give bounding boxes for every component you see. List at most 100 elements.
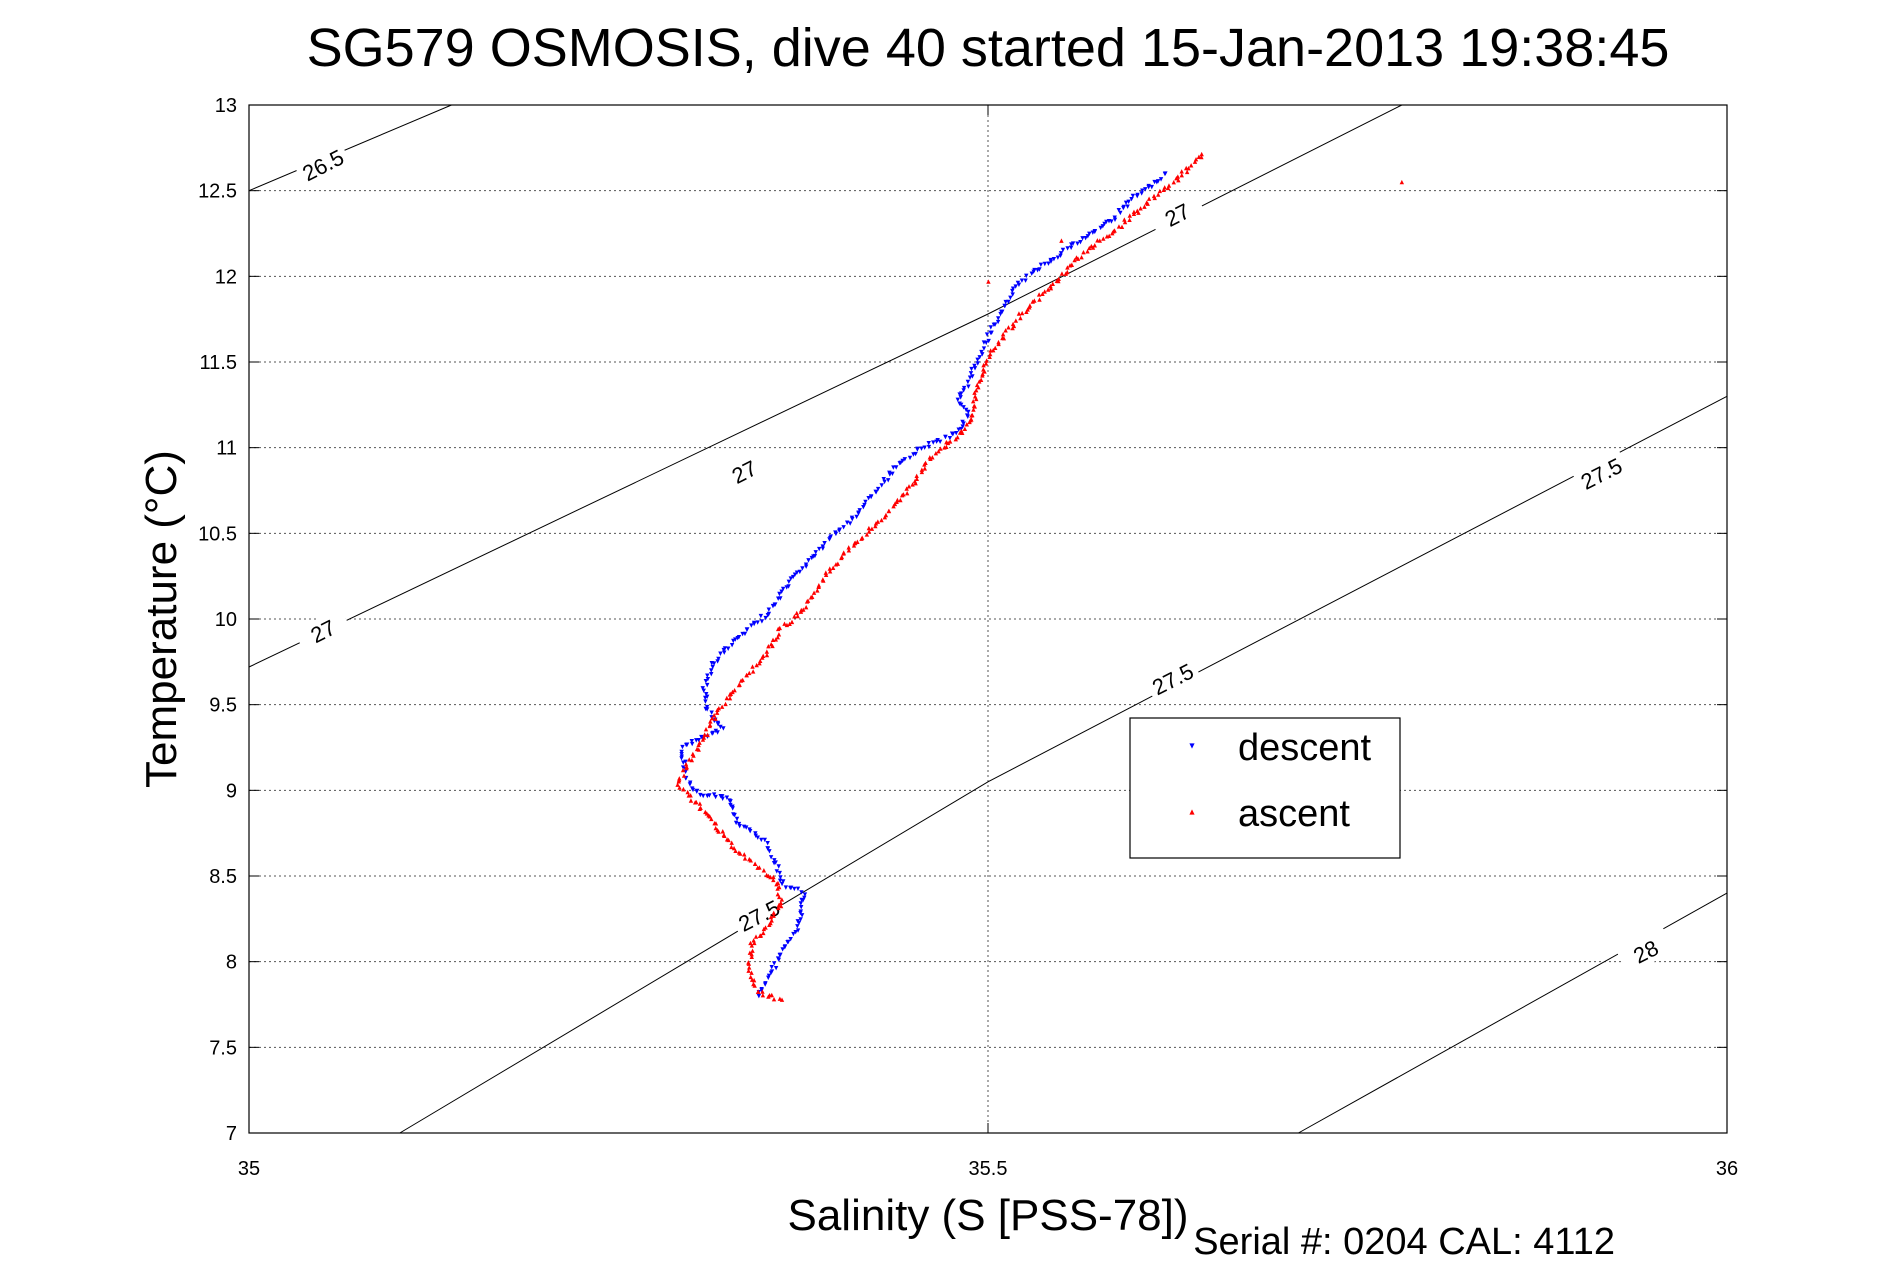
descent-point — [979, 349, 984, 355]
ascent-point — [846, 548, 852, 553]
descent-point — [833, 530, 838, 535]
ascent-point — [815, 588, 820, 593]
ascent-point — [705, 732, 710, 738]
descent-point — [1070, 241, 1076, 246]
ascent-point — [895, 497, 900, 503]
descent-point — [730, 804, 735, 809]
descent-point — [1010, 292, 1015, 297]
ascent-point — [1040, 291, 1045, 297]
ascent-point — [1013, 318, 1019, 323]
ascent-point — [1184, 169, 1190, 175]
y-tick-label: 13 — [215, 95, 237, 117]
descent-point — [1032, 267, 1037, 273]
ascent-point — [1151, 193, 1157, 199]
ascent-point — [724, 837, 730, 842]
descent-point — [709, 668, 714, 673]
ascent-point — [1065, 269, 1070, 275]
ascent-point — [1101, 236, 1106, 241]
descent-point — [950, 432, 956, 437]
descent-point — [1029, 271, 1034, 276]
descent-point — [778, 596, 783, 601]
ascent-point — [904, 486, 909, 491]
ascent-point — [839, 554, 844, 560]
ascent-point — [923, 460, 928, 466]
ascent-point — [910, 482, 915, 487]
descent-point — [1080, 236, 1085, 241]
ascent-point — [680, 767, 686, 773]
ascent-point — [719, 704, 725, 709]
descent-point — [709, 710, 714, 715]
ascent-point — [1065, 265, 1070, 270]
descent-point — [788, 885, 793, 891]
ascent-point — [883, 512, 889, 518]
ascent-point — [714, 710, 720, 715]
ascent-point — [981, 362, 986, 368]
descent-point — [961, 405, 966, 410]
ascent-point — [683, 761, 689, 767]
descent-point — [1149, 184, 1154, 190]
descent-point — [763, 615, 768, 621]
ascent-point — [795, 613, 800, 619]
ascent-point — [711, 713, 717, 718]
descent-point — [759, 619, 765, 624]
descent-point — [733, 637, 738, 642]
descent-point — [891, 465, 896, 470]
descent-point — [793, 929, 798, 935]
descent-point — [724, 795, 730, 800]
ascent-point — [1399, 179, 1405, 185]
ascent-point — [771, 874, 776, 880]
ascent-point — [971, 407, 976, 412]
descent-point — [961, 385, 967, 391]
ascent-point — [764, 872, 769, 878]
descent-point — [847, 521, 853, 526]
descent-point — [797, 569, 803, 575]
descent-point — [958, 426, 964, 432]
ascent-point — [938, 446, 943, 451]
ascent-point — [775, 891, 781, 897]
descent-point — [802, 895, 807, 901]
descent-point — [943, 434, 948, 440]
ascent-point — [769, 918, 774, 923]
ascent-point — [1161, 187, 1166, 193]
descent-point — [772, 858, 777, 863]
descent-point — [970, 374, 975, 379]
ascent-point — [746, 965, 752, 970]
descent-point — [975, 361, 980, 366]
descent-point — [799, 904, 804, 910]
y-tick-label: 9.5 — [209, 695, 237, 717]
descent-point — [766, 973, 772, 979]
ascent-point — [1092, 243, 1097, 248]
ascent-point — [760, 653, 766, 659]
ascent-point — [983, 361, 989, 366]
descent-point — [956, 427, 961, 432]
descent-point — [766, 607, 772, 612]
descent-point — [1048, 257, 1053, 263]
descent-point — [725, 646, 731, 651]
descent-point — [778, 875, 783, 880]
ascent-point — [873, 523, 878, 529]
ascent-point — [763, 925, 768, 930]
descent-legend-label: descent — [1238, 727, 1372, 769]
descent-point — [773, 966, 779, 971]
descent-point — [705, 793, 710, 799]
contour-label-background — [293, 141, 352, 189]
ascent-point — [748, 974, 753, 980]
ascent-point — [1048, 283, 1053, 289]
ascent-point — [1050, 281, 1055, 286]
ascent-point — [933, 450, 939, 456]
ascent-point — [1138, 206, 1143, 211]
descent-point — [718, 793, 723, 799]
descent-point — [868, 494, 874, 500]
ascent-point — [747, 856, 752, 862]
descent-point — [795, 886, 801, 891]
descent-point — [890, 471, 895, 477]
descent-point — [791, 931, 796, 937]
descent-point — [769, 964, 774, 970]
ascent-point — [1119, 224, 1125, 230]
descent-point — [705, 673, 710, 678]
ascent-point — [869, 526, 875, 531]
descent-point — [1038, 262, 1044, 267]
ascent-point — [1097, 238, 1102, 243]
x-axis-label: Salinity (S [PSS-78]) — [787, 1191, 1188, 1240]
descent-point — [820, 546, 826, 551]
